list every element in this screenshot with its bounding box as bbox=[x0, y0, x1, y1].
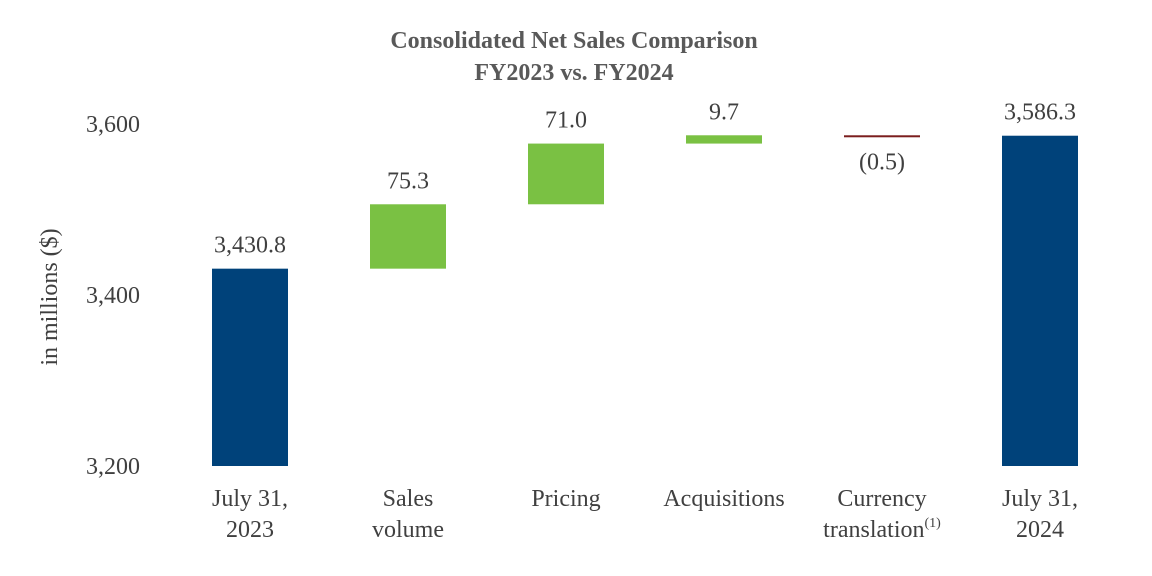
category-label: July 31, bbox=[1002, 486, 1078, 512]
data-label: 9.7 bbox=[709, 99, 739, 125]
category-label: July 31, bbox=[212, 486, 288, 512]
y-axis-label: in millions ($) bbox=[37, 228, 63, 365]
chart-subtitle: FY2023 vs. FY2024 bbox=[474, 60, 673, 86]
category-label: volume bbox=[372, 517, 444, 543]
category-label: Sales bbox=[383, 486, 434, 512]
category-labels-group: July 31, 2023 Sales volume Pricing Acquisitio… bbox=[212, 486, 1078, 543]
footnote-marker: (1) bbox=[924, 516, 941, 531]
bar-total bbox=[1002, 135, 1078, 466]
data-label: (0.5) bbox=[859, 150, 905, 176]
data-label: 75.3 bbox=[387, 168, 429, 194]
category-label: 2024 bbox=[1016, 517, 1064, 543]
bar-increase bbox=[370, 204, 446, 269]
category-label: Currency bbox=[837, 486, 926, 512]
bar-increase bbox=[528, 143, 604, 205]
category-label: Acquisitions bbox=[663, 486, 784, 512]
bar-increase bbox=[686, 135, 762, 144]
bars-group bbox=[212, 135, 1078, 466]
category-label-text: 2024 bbox=[1016, 517, 1064, 543]
y-tick-label: 3,600 bbox=[86, 112, 140, 138]
category-label: Pricing bbox=[531, 486, 600, 512]
data-label: 71.0 bbox=[545, 108, 587, 134]
category-label-text: Sales bbox=[383, 486, 434, 512]
category-label-text: translation bbox=[823, 517, 924, 543]
bar-decrease bbox=[844, 135, 920, 138]
data-label: 3,430.8 bbox=[214, 233, 286, 259]
category-label-text: Acquisitions bbox=[663, 486, 784, 512]
category-label: 2023 bbox=[226, 517, 274, 543]
category-label-text: Pricing bbox=[531, 486, 600, 512]
category-label-text: volume bbox=[372, 517, 444, 543]
data-labels-group: 3,430.8 75.3 71.0 9.7 (0.5) 3,586.3 bbox=[214, 99, 1076, 258]
bar-total bbox=[212, 268, 288, 466]
category-label: translation(1) bbox=[823, 516, 941, 543]
category-label-text: July 31, bbox=[212, 486, 288, 512]
category-label-text: 2023 bbox=[226, 517, 274, 543]
y-axis-ticks: 3,200 3,400 3,600 bbox=[86, 112, 140, 480]
chart-title: Consolidated Net Sales Comparison bbox=[390, 28, 757, 54]
category-label-text: July 31, bbox=[1002, 486, 1078, 512]
y-tick-label: 3,400 bbox=[86, 283, 140, 309]
data-label: 3,586.3 bbox=[1004, 100, 1076, 126]
y-tick-label: 3,200 bbox=[86, 454, 140, 480]
category-label-text: Currency bbox=[837, 486, 926, 512]
